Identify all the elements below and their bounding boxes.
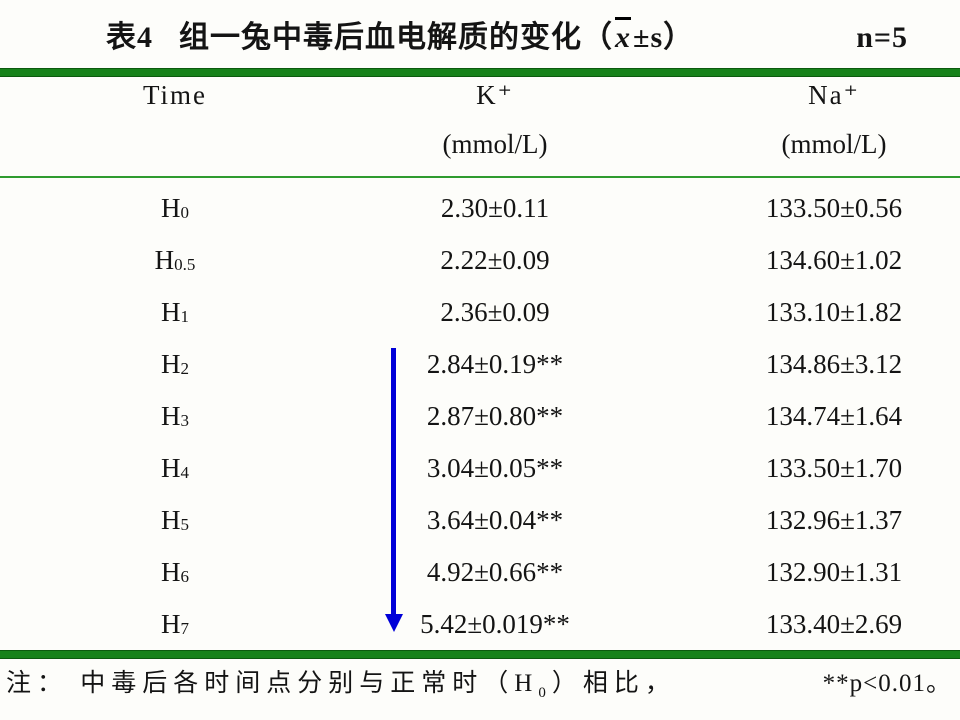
bottom-rule [0, 650, 960, 659]
k-cell: 2.84±0.19** [426, 348, 564, 379]
footnote-text: 注： 中毒后各时间点分别与正常时（H0）相比， [6, 670, 676, 701]
k-cell: 2.36±0.09 [440, 296, 550, 327]
k-cell: 3.64±0.04** [426, 504, 564, 535]
k-cell: 2.22±0.09 [440, 244, 550, 275]
k-cell: 2.87±0.80** [426, 400, 564, 431]
down-arrow-icon [384, 348, 403, 632]
arrow-head [384, 614, 403, 632]
x-bar-symbol: x [615, 17, 631, 53]
table-number: 表4 [106, 21, 153, 54]
table-header: Time K⁺ (mmol/L) Na⁺ (mmol/L) [0, 80, 960, 160]
na-cell: 133.50±0.56 [765, 192, 903, 223]
na-cell: 133.50±1.70 [765, 452, 903, 483]
na-cell: 134.60±1.02 [765, 244, 903, 275]
na-cell: 133.10±1.82 [765, 296, 903, 327]
header-na: Na⁺ (mmol/L) [781, 80, 887, 159]
k-cell: 2.30±0.11 [440, 192, 550, 223]
title-suffix: ±s） [633, 21, 695, 54]
na-cell: 134.74±1.64 [765, 400, 903, 431]
title-text: 组一兔中毒后血电解质的变化（ [179, 21, 613, 54]
k-cell: 5.42±0.019** [420, 608, 570, 639]
sample-size: n=5 [856, 21, 908, 54]
footnote: 注： 中毒后各时间点分别与正常时（H0）相比， **p<0.01。 [6, 663, 952, 702]
na-cell: 132.96±1.37 [765, 504, 903, 535]
table-row: H 0.5 2.22±0.09 134.60±1.02 [0, 234, 960, 286]
top-rule [0, 68, 960, 77]
p-value: **p<0.01。 [822, 670, 952, 697]
header-rule [0, 176, 960, 178]
overline [615, 17, 631, 20]
k-cell: 3.04±0.05** [426, 452, 564, 483]
na-cell: 132.90±1.31 [765, 556, 903, 587]
k-cell: 4.92±0.66** [426, 556, 564, 587]
page-title: 表4 组一兔中毒后血电解质的变化（ x ±s） n=5 [106, 12, 908, 56]
na-cell: 133.40±2.69 [765, 608, 903, 639]
na-cell: 134.86±3.12 [765, 348, 903, 379]
header-k: K⁺ (mmol/L) [442, 80, 548, 159]
time-cell: H 0.5 [154, 244, 196, 275]
arrow-shaft [391, 348, 396, 614]
header-time: Time [142, 80, 208, 110]
